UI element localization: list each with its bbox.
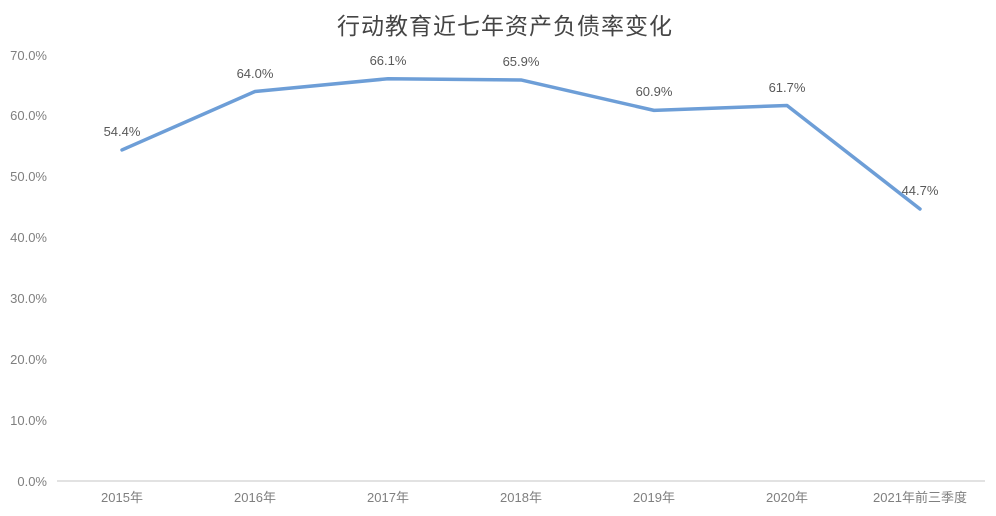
x-tick-label: 2018年 — [500, 490, 542, 505]
data-point-label: 44.7% — [901, 182, 939, 198]
x-tick-label: 2017年 — [367, 490, 409, 505]
data-point-label: 61.7% — [768, 79, 806, 95]
data-point-label: 60.9% — [635, 84, 673, 100]
data-point-label: 66.1% — [369, 52, 407, 68]
x-tick-label: 2015年 — [101, 490, 143, 505]
y-tick-label: 60.0% — [10, 108, 47, 124]
y-tick-label: 50.0% — [10, 169, 47, 185]
y-tick-label: 0.0% — [17, 473, 47, 489]
x-tick-label: 2021年前三季度 — [873, 490, 967, 505]
x-tick-label: 2019年 — [633, 490, 675, 505]
y-tick-label: 10.0% — [10, 412, 47, 428]
data-point-label: 64.0% — [236, 65, 274, 81]
y-tick-label: 40.0% — [10, 230, 47, 246]
data-point-label: 65.9% — [502, 53, 540, 69]
y-tick-label: 30.0% — [10, 290, 47, 306]
y-tick-label: 70.0% — [10, 47, 47, 63]
x-tick-label: 2020年 — [766, 490, 808, 505]
data-series-line — [120, 76, 922, 211]
x-tick-label: 2016年 — [234, 490, 276, 505]
chart-title: 行动教育近七年资产负债率变化 — [337, 14, 673, 39]
y-tick-label: 20.0% — [10, 351, 47, 367]
data-point-label: 54.4% — [103, 123, 141, 139]
